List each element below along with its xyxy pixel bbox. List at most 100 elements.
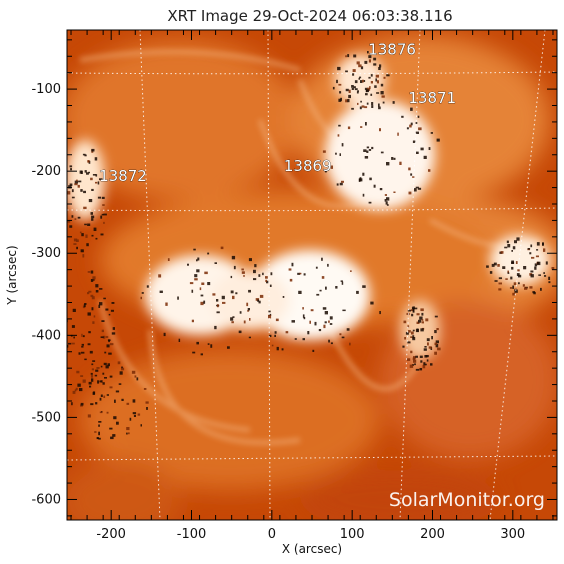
speckle bbox=[77, 216, 81, 219]
speckle bbox=[262, 272, 264, 276]
speckle bbox=[368, 59, 371, 63]
speckle bbox=[71, 189, 74, 193]
speckle bbox=[90, 403, 94, 406]
y-tick-label: -100 bbox=[31, 82, 61, 97]
speckle bbox=[413, 359, 417, 363]
speckle bbox=[238, 330, 242, 334]
speckle bbox=[111, 332, 116, 335]
speckle bbox=[137, 413, 141, 416]
speckle bbox=[93, 227, 97, 231]
speckle bbox=[95, 284, 99, 288]
saturation-speckles bbox=[67, 51, 555, 440]
speckle bbox=[428, 169, 431, 172]
speckle bbox=[121, 367, 125, 371]
speckle bbox=[90, 270, 94, 274]
speckle bbox=[94, 157, 98, 161]
speckle bbox=[106, 394, 109, 396]
speckle bbox=[99, 302, 103, 306]
speckle bbox=[422, 364, 426, 369]
speckle bbox=[82, 254, 85, 258]
speckle bbox=[276, 346, 279, 351]
speckle bbox=[358, 178, 363, 182]
speckle bbox=[530, 270, 534, 273]
speckle bbox=[77, 184, 80, 188]
speckle bbox=[88, 199, 93, 203]
speckle bbox=[493, 262, 497, 266]
speckle bbox=[247, 308, 250, 311]
speckle bbox=[374, 85, 377, 88]
speckle bbox=[274, 334, 276, 337]
speckle bbox=[99, 397, 102, 401]
speckle bbox=[98, 421, 102, 423]
speckle bbox=[420, 308, 424, 312]
speckle bbox=[543, 248, 546, 252]
speckle bbox=[230, 290, 234, 294]
speckle bbox=[71, 196, 75, 199]
speckle bbox=[146, 407, 148, 410]
speckle bbox=[239, 311, 242, 314]
speckle bbox=[357, 90, 359, 93]
speckle bbox=[86, 243, 89, 247]
speckle bbox=[350, 270, 352, 272]
speckle bbox=[241, 271, 245, 274]
speckle bbox=[316, 293, 320, 296]
speckle bbox=[107, 363, 110, 367]
speckle bbox=[411, 307, 414, 309]
speckle bbox=[248, 336, 251, 339]
speckle bbox=[416, 313, 420, 316]
speckle bbox=[140, 296, 142, 300]
speckle bbox=[538, 274, 541, 276]
speckle bbox=[514, 240, 517, 244]
speckle bbox=[416, 328, 419, 332]
speckle bbox=[426, 338, 430, 342]
speckle bbox=[369, 177, 372, 181]
speckle bbox=[76, 246, 78, 250]
speckle bbox=[337, 134, 340, 137]
speckle bbox=[328, 339, 330, 343]
speckle bbox=[119, 371, 123, 375]
speckle bbox=[404, 337, 406, 340]
speckle bbox=[353, 54, 357, 58]
speckle bbox=[407, 341, 411, 344]
x-tick-label: 100 bbox=[340, 527, 365, 542]
speckle bbox=[97, 181, 100, 185]
speckle bbox=[85, 234, 88, 238]
speckle bbox=[412, 176, 415, 178]
x-tick-label: 0 bbox=[268, 527, 276, 542]
speckle bbox=[158, 274, 162, 278]
speckle bbox=[94, 374, 98, 377]
speckle bbox=[94, 431, 97, 433]
speckle bbox=[101, 329, 104, 333]
speckle bbox=[362, 79, 364, 83]
speckle bbox=[386, 74, 390, 77]
speckle bbox=[530, 274, 534, 278]
speckle bbox=[116, 421, 119, 425]
speckle bbox=[543, 272, 545, 274]
speckle bbox=[504, 246, 508, 249]
y-tick-label: -600 bbox=[31, 492, 61, 507]
speckle bbox=[132, 399, 136, 403]
speckle bbox=[542, 242, 544, 246]
speckle bbox=[200, 294, 204, 297]
speckle bbox=[420, 147, 424, 151]
speckle bbox=[371, 102, 374, 106]
speckle bbox=[75, 387, 78, 391]
speckle bbox=[121, 398, 124, 401]
speckle bbox=[329, 323, 333, 325]
speckle bbox=[114, 399, 116, 403]
speckle bbox=[327, 263, 329, 267]
speckle bbox=[87, 414, 91, 418]
speckle bbox=[91, 378, 94, 382]
speckle bbox=[203, 300, 206, 304]
speckle bbox=[109, 427, 113, 430]
speckle bbox=[363, 80, 366, 82]
speckle bbox=[349, 342, 351, 346]
speckle bbox=[368, 201, 372, 204]
speckle bbox=[411, 331, 414, 335]
speckle bbox=[73, 336, 75, 339]
speckle bbox=[341, 281, 344, 285]
speckle bbox=[99, 178, 103, 181]
speckle bbox=[345, 70, 348, 73]
speckle bbox=[178, 338, 181, 342]
speckle bbox=[360, 100, 362, 103]
